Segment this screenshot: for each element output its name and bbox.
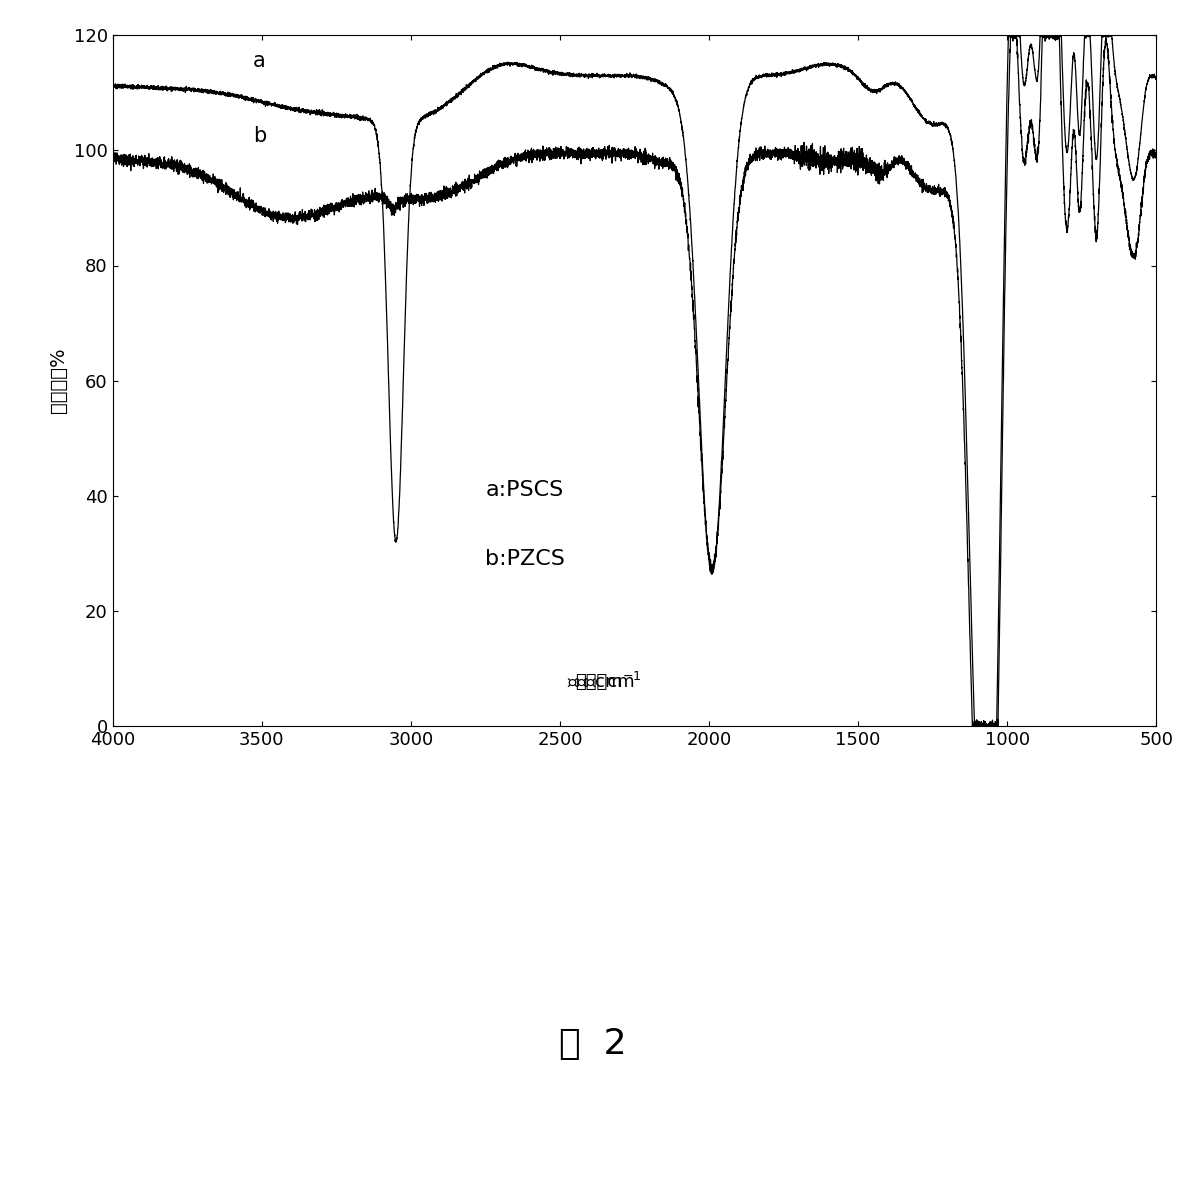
Y-axis label: 透过率，%: 透过率，% [49, 348, 68, 413]
Text: 波长，cm: 波长，cm [575, 673, 635, 691]
Text: 波长，cm$^{-1}$: 波长，cm$^{-1}$ [567, 671, 642, 691]
Text: a: a [253, 51, 266, 71]
Text: a:PSCS: a:PSCS [485, 479, 563, 499]
Text: b:PZCS: b:PZCS [485, 549, 566, 569]
Text: b: b [253, 126, 266, 146]
Text: 图  2: 图 2 [559, 1028, 627, 1061]
